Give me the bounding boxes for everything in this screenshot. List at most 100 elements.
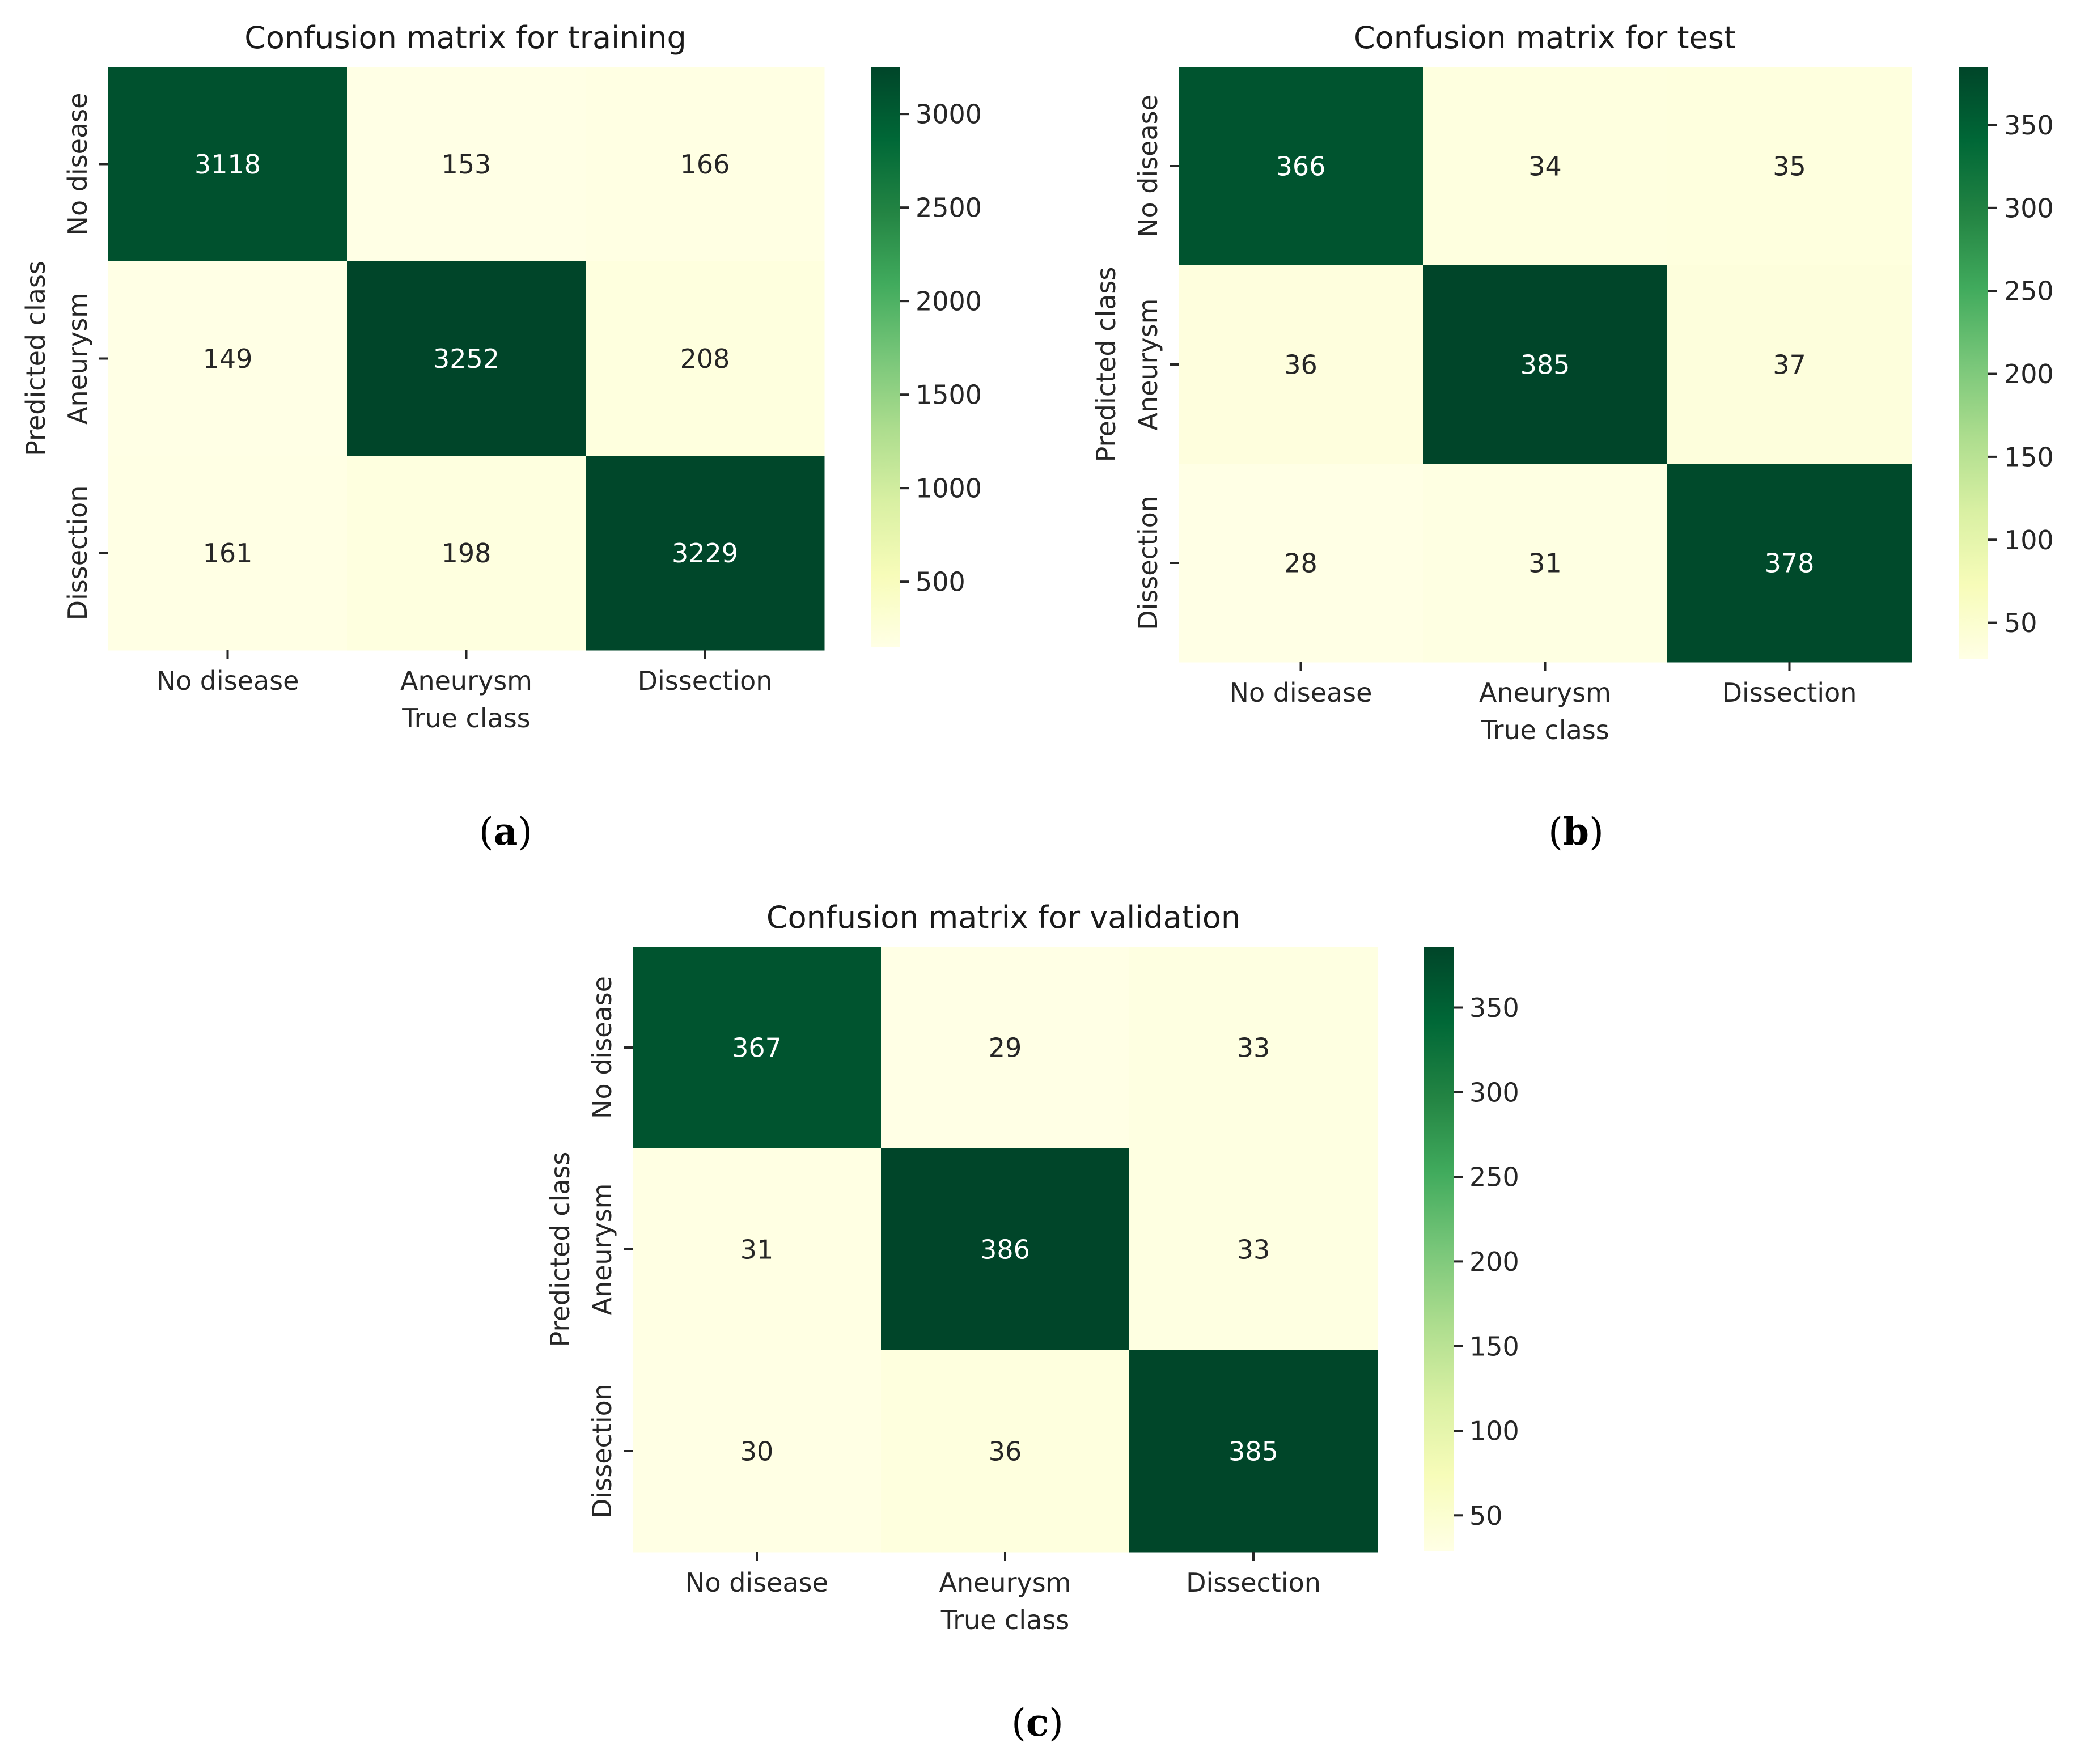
chart-title-0: Confusion matrix for training: [244, 20, 687, 56]
x-tick-label-1-2: Dissection: [1722, 677, 1857, 708]
heatmap-cell-2-0-0: [633, 947, 882, 1149]
cell-value-2-1-2: 33: [1237, 1235, 1270, 1265]
panel-label-close-1: ): [1589, 810, 1604, 854]
heatmap-cell-2-0-1: [881, 947, 1130, 1149]
y-tick-label-2-2: Dissection: [587, 1384, 617, 1519]
heatmap-cell-1-0-2: [1667, 67, 1912, 266]
cell-value-0-0-0: 3118: [194, 149, 261, 180]
panel-label-letter-0: a: [494, 809, 518, 854]
colorbar-tick-label-2-2: 150: [1469, 1331, 1519, 1362]
heatmap-cell-0-0-2: [586, 67, 825, 262]
x-axis-label-0: True class: [401, 703, 531, 733]
x-tick-label-0-0: No disease: [156, 665, 299, 696]
cell-value-1-2-2: 378: [1765, 548, 1815, 579]
cell-value-1-1-0: 36: [1284, 350, 1317, 380]
heatmap-cell-0-1-0: [108, 261, 348, 456]
heatmap-cell-1-2-2: [1667, 464, 1912, 663]
heatmap-cell-0-0-1: [347, 67, 586, 262]
cell-value-1-1-1: 385: [1520, 350, 1570, 380]
heatmap-cell-0-1-2: [586, 261, 825, 456]
colorbar-tick-label-0-1: 1000: [916, 473, 982, 504]
cell-value-2-0-2: 33: [1237, 1033, 1270, 1063]
heatmap-cell-1-2-1: [1423, 464, 1668, 663]
heatmap-cell-2-1-0: [633, 1148, 882, 1351]
colorbar-tick-label-0-2: 1500: [916, 380, 982, 410]
cell-value-2-0-1: 29: [989, 1033, 1022, 1063]
colorbar-tick-label-1-4: 250: [2004, 276, 2054, 307]
heatmap-cell-1-1-0: [1179, 265, 1423, 464]
cell-value-0-1-1: 3252: [433, 344, 499, 374]
y-axis-label-0: Predicted class: [20, 261, 51, 456]
colorbar-tick-label-1-5: 300: [2004, 193, 2054, 223]
panel-label-2: (c): [1011, 1701, 1064, 1745]
heatmap-cell-0-2-1: [347, 456, 586, 651]
colorbar-tick-label-2-6: 350: [1469, 993, 1519, 1023]
y-tick-label-1-0: No disease: [1133, 95, 1163, 238]
cell-value-1-1-2: 37: [1773, 350, 1806, 380]
cell-value-1-0-0: 366: [1276, 151, 1326, 182]
colorbar-tick-label-1-1: 100: [2004, 525, 2054, 556]
heatmap-cell-1-1-1: [1423, 265, 1668, 464]
y-tick-label-2-1: Aneurysm: [587, 1184, 617, 1316]
cell-value-2-2-0: 30: [740, 1436, 774, 1467]
cell-value-0-2-0: 161: [203, 538, 253, 569]
panel-label-close-0: ): [518, 810, 532, 854]
panel-label-1: (b): [1548, 809, 1604, 854]
colorbar-tick-label-0-5: 3000: [916, 99, 982, 130]
colorbar-tick-label-2-4: 250: [1469, 1162, 1519, 1193]
heatmap-cell-1-1-2: [1667, 265, 1912, 464]
colorbar-1: [1959, 67, 1988, 659]
colorbar-tick-label-1-2: 150: [2004, 442, 2054, 472]
chart-title-2: Confusion matrix for validation: [766, 900, 1240, 935]
heatmap-cell-2-1-2: [1129, 1148, 1378, 1351]
y-tick-label-1-2: Dissection: [1133, 495, 1163, 630]
colorbar-tick-label-1-3: 200: [2004, 359, 2054, 389]
cell-value-1-2-0: 28: [1284, 548, 1317, 579]
heatmap-cell-1-0-0: [1179, 67, 1423, 266]
colorbar-tick-label-1-0: 50: [2004, 608, 2037, 638]
cell-value-0-2-1: 198: [442, 538, 492, 569]
heatmap-cell-2-1-1: [881, 1148, 1130, 1351]
y-tick-label-1-1: Aneurysm: [1133, 299, 1163, 431]
colorbar-tick-label-0-0: 500: [916, 567, 965, 597]
colorbar-tick-label-2-3: 200: [1469, 1246, 1519, 1277]
panel-label-0: (a): [479, 809, 532, 854]
heatmap-cell-0-1-1: [347, 261, 586, 456]
cell-value-0-2-2: 3229: [672, 538, 738, 569]
y-axis-label-2: Predicted class: [545, 1152, 575, 1347]
heatmap-cell-2-2-1: [881, 1350, 1130, 1553]
heatmap-cell-1-0-1: [1423, 67, 1668, 266]
x-tick-label-1-1: Aneurysm: [1479, 677, 1611, 708]
colorbar-tick-label-2-5: 300: [1469, 1077, 1519, 1108]
heatmap-cell-2-2-0: [633, 1350, 882, 1553]
cell-value-1-0-2: 35: [1773, 151, 1806, 182]
colorbar-tick-label-0-3: 2000: [916, 286, 982, 317]
x-tick-label-2-2: Dissection: [1186, 1567, 1321, 1598]
colorbar-tick-label-0-4: 2500: [916, 193, 982, 223]
x-tick-label-0-2: Dissection: [638, 665, 773, 696]
x-tick-label-2-0: No disease: [685, 1567, 828, 1598]
x-axis-label-2: True class: [940, 1605, 1070, 1635]
cell-value-2-0-0: 367: [732, 1033, 782, 1063]
cell-value-1-0-1: 34: [1528, 151, 1562, 182]
chart-title-1: Confusion matrix for test: [1354, 20, 1736, 56]
panel-label-letter-2: c: [1026, 1701, 1049, 1745]
colorbar-tick-label-1-6: 350: [2004, 110, 2054, 141]
heatmap-cell-0-2-0: [108, 456, 348, 651]
colorbar-tick-label-2-1: 100: [1469, 1416, 1519, 1447]
cell-value-2-2-1: 36: [989, 1436, 1022, 1467]
heatmap-cell-2-2-2: [1129, 1350, 1378, 1553]
x-tick-label-1-0: No disease: [1230, 677, 1372, 708]
y-tick-label-0-0: No disease: [62, 93, 93, 236]
cell-value-2-1-0: 31: [740, 1235, 774, 1265]
x-tick-label-0-1: Aneurysm: [400, 665, 532, 696]
cell-value-2-2-2: 385: [1228, 1436, 1278, 1467]
panel-label-close-2: ): [1049, 1701, 1064, 1745]
x-axis-label-1: True class: [1480, 715, 1609, 745]
panel-label-open-1: (: [1548, 810, 1563, 854]
cell-value-0-0-1: 153: [442, 149, 492, 180]
y-axis-label-1: Predicted class: [1091, 267, 1121, 463]
heatmap-cell-2-0-2: [1129, 947, 1378, 1149]
